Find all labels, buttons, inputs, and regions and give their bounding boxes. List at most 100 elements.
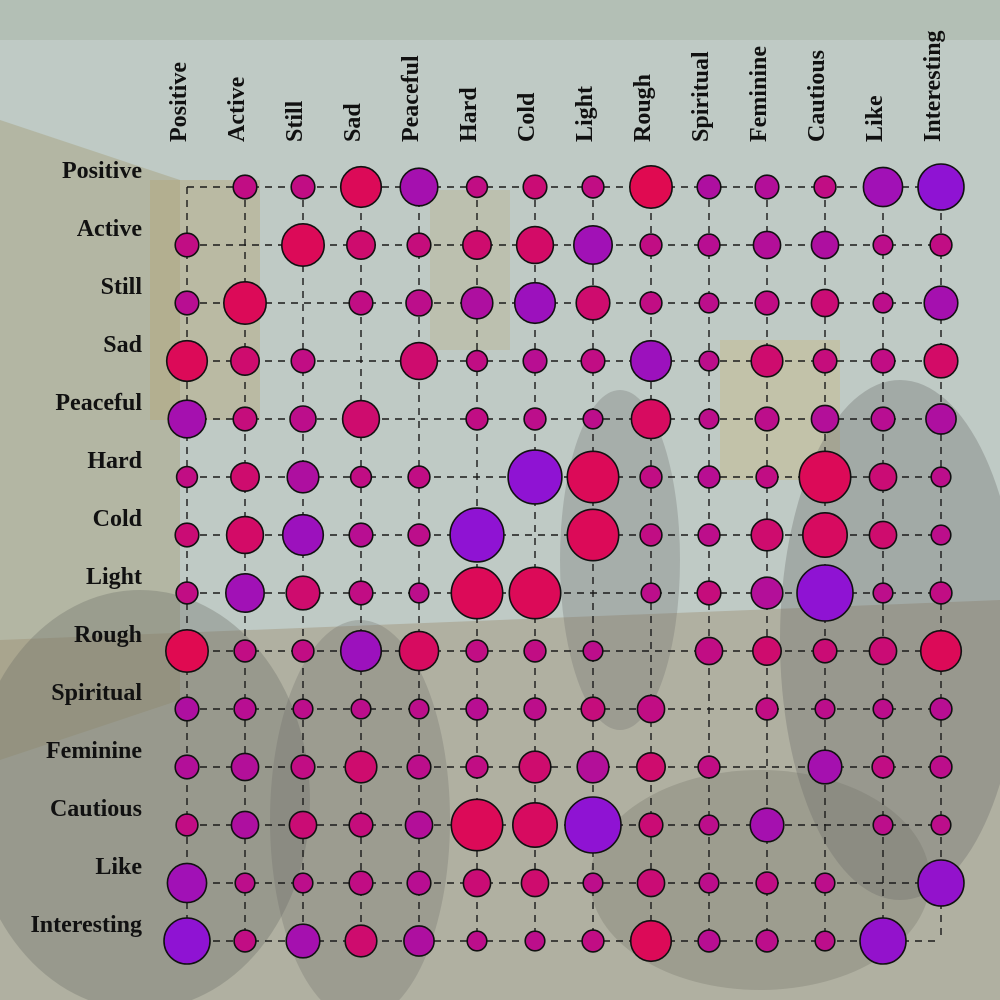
bubble-cold-still	[281, 513, 325, 557]
bubble-rough-cautious	[812, 638, 838, 664]
bubble-hard-rough	[639, 465, 663, 489]
row-label-rough: Rough	[74, 622, 142, 648]
column-label-positive: Positive	[166, 62, 192, 142]
bubble-cold-sad	[348, 522, 374, 548]
bubble-rough-spiritual	[694, 636, 724, 666]
bubble-still-light	[575, 285, 611, 321]
bubble-hard-sad	[349, 465, 373, 489]
bubble-like-active	[234, 872, 256, 894]
bubble-active-peaceful	[406, 232, 432, 258]
bubble-light-hard	[450, 566, 504, 620]
bubble-peaceful-positive	[167, 399, 207, 439]
bubble-peaceful-light	[582, 408, 604, 430]
bubble-cold-rough	[639, 523, 663, 547]
bubble-active-interesting	[929, 233, 953, 257]
bubble-cautious-cold	[511, 801, 558, 848]
bubble-like-sad	[348, 870, 374, 896]
row-labels: Positive Active Still Sad Peaceful Hard Cold Li…	[30, 158, 142, 938]
bubble-active-rough	[639, 233, 663, 257]
bubble-cold-active	[225, 515, 265, 555]
bubble-cold-positive	[174, 522, 200, 548]
bubble-sad-interesting	[923, 343, 959, 379]
bubble-spiritual-peaceful	[408, 698, 430, 720]
bubble-feminine-cold	[518, 750, 552, 784]
bubble-light-peaceful	[408, 582, 430, 604]
column-label-spiritual: Spiritual	[688, 51, 714, 142]
bubble-still-spiritual	[698, 292, 720, 314]
bubble-spiritual-cold	[523, 697, 547, 721]
bubbles	[163, 163, 965, 965]
bubble-light-like	[872, 582, 894, 604]
bubble-feminine-spiritual	[697, 755, 721, 779]
bubble-hard-light	[566, 450, 620, 504]
row-label-spiritual: Spiritual	[51, 680, 142, 706]
bubble-peaceful-spiritual	[698, 408, 720, 430]
bubble-like-cautious	[814, 872, 836, 894]
bubble-spiritual-still	[292, 698, 314, 720]
bubble-interesting-feminine	[755, 929, 779, 953]
bubble-still-sad	[348, 290, 374, 316]
bubble-feminine-hard	[465, 755, 489, 779]
bubble-positive-feminine	[754, 174, 780, 200]
bubble-peaceful-interesting	[925, 403, 957, 435]
bubble-positive-rough	[628, 165, 673, 210]
column-label-cautious: Cautious	[804, 50, 830, 142]
bubble-light-sad	[348, 580, 374, 606]
row-label-like: Like	[95, 854, 142, 880]
bubble-hard-positive	[175, 465, 199, 489]
bubble-positive-interesting	[917, 163, 965, 211]
bubble-peaceful-like	[870, 406, 896, 432]
row-label-peaceful: Peaceful	[55, 390, 142, 416]
bubble-cautious-sad	[348, 812, 374, 838]
bubble-spiritual-feminine	[755, 697, 779, 721]
bubble-positive-light	[581, 175, 605, 199]
column-label-still: Still	[282, 100, 308, 142]
bubble-cautious-active	[230, 810, 260, 840]
bubble-light-positive	[175, 581, 199, 605]
bubble-cautious-spiritual	[698, 814, 720, 836]
bubble-still-cautious	[810, 288, 840, 318]
bubble-active-positive	[174, 232, 200, 258]
bubble-feminine-sad	[344, 750, 378, 784]
column-label-interesting: Interesting	[920, 30, 946, 142]
row-label-hard: Hard	[87, 448, 142, 474]
bubble-hard-interesting	[930, 466, 952, 488]
bubble-light-interesting	[929, 581, 953, 605]
bubble-cautious-still	[288, 810, 318, 840]
bubble-cautious-interesting	[930, 814, 952, 836]
bubble-still-active	[223, 280, 268, 325]
row-label-light: Light	[86, 564, 142, 590]
bubble-cautious-rough	[638, 812, 664, 838]
bubble-still-feminine	[754, 290, 780, 316]
bubble-light-rough	[640, 582, 662, 604]
bubble-positive-still	[290, 174, 316, 200]
bubble-hard-cold	[507, 449, 563, 505]
bubble-cold-light	[566, 508, 620, 562]
bubble-rough-positive	[165, 628, 210, 673]
bubble-positive-hard	[465, 175, 489, 199]
bubble-rough-sad	[339, 629, 383, 673]
bubble-active-light	[572, 225, 613, 266]
row-label-sad: Sad	[103, 332, 142, 358]
bubble-sad-spiritual	[698, 350, 720, 372]
bubble-spiritual-like	[872, 698, 894, 720]
bubble-sad-cold	[522, 348, 548, 374]
bubble-interesting-like	[859, 917, 907, 965]
bubble-spiritual-sad	[350, 698, 372, 720]
column-label-hard: Hard	[456, 87, 482, 142]
bubble-cold-like	[868, 520, 898, 550]
bubble-light-still	[285, 575, 321, 611]
bubble-rough-cold	[523, 639, 547, 663]
bubble-interesting-still	[285, 923, 321, 959]
bubble-feminine-active	[230, 752, 260, 782]
bubble-positive-active	[232, 174, 258, 200]
bubble-positive-peaceful	[399, 167, 439, 207]
bubble-positive-cautious	[813, 175, 837, 199]
bubble-peaceful-cold	[523, 407, 547, 431]
bubble-like-peaceful	[406, 870, 432, 896]
bubble-hard-feminine	[755, 465, 779, 489]
bubble-like-light	[582, 872, 604, 894]
bubble-peaceful-still	[289, 405, 317, 433]
